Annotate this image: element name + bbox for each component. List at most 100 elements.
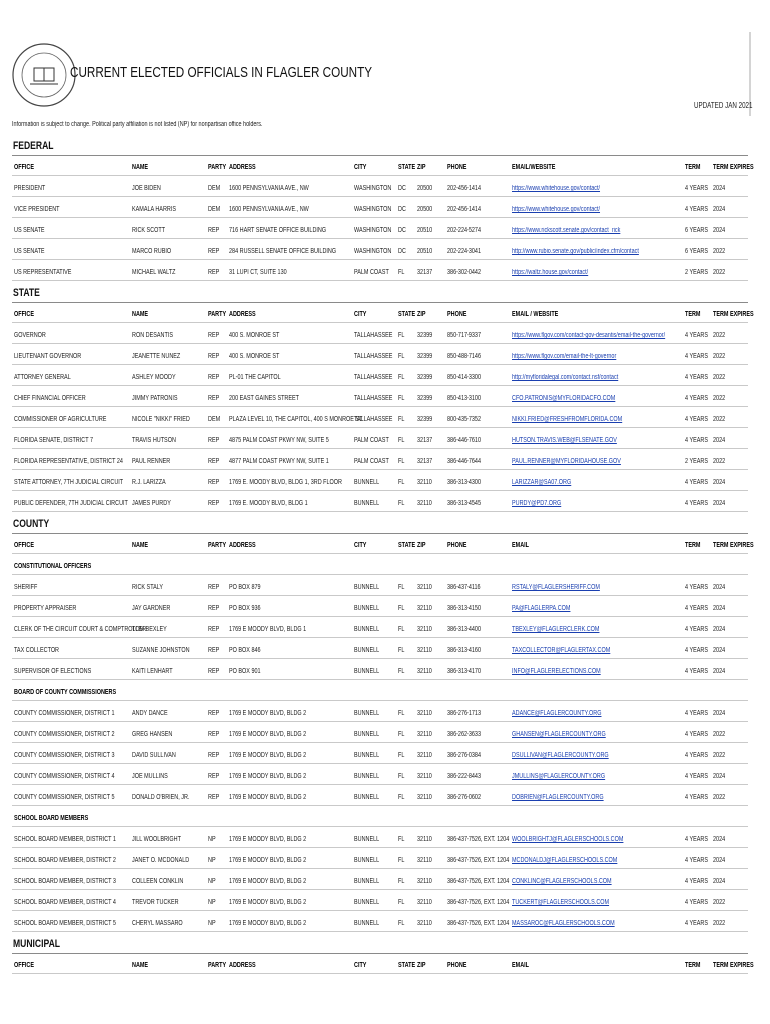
column-header: ZIP (417, 164, 426, 171)
table-cell: DC (398, 206, 406, 213)
table-cell: FL (398, 332, 405, 339)
contact-link[interactable]: LARIZZAR@SA07.ORG (512, 479, 572, 486)
table-cell: FL (398, 920, 405, 927)
row-divider (12, 553, 748, 554)
contact-link[interactable]: http://myfloridalegal.com/contact.nsf/co… (512, 374, 619, 381)
table-cell: 4 YEARS (685, 857, 708, 864)
table-cell: DEM (208, 416, 221, 423)
table-cell: COUNTY COMMISSIONER, DISTRICT 4 (14, 773, 115, 780)
table-cell: WASHINGTON (354, 248, 392, 255)
contact-link[interactable]: https://www.flgov.com/contact-gov-desant… (512, 332, 666, 339)
table-cell: R.J. LARIZZA (132, 479, 166, 486)
contact-link[interactable]: HUTSON.TRAVIS.WEB@FLSENATE.GOV (512, 437, 617, 444)
row-divider (12, 175, 748, 176)
table-cell: FL (398, 626, 405, 633)
table-cell: COUNTY COMMISSIONER, DISTRICT 2 (14, 731, 115, 738)
table-cell: SUPERVISOR OF ELECTIONS (14, 668, 92, 675)
contact-link[interactable]: DOBRIEN@FLAGLERCOUNTY.ORG (512, 794, 604, 801)
contact-link[interactable]: https://www.flgov.com/email-the-lt-gover… (512, 353, 617, 360)
table-cell: 2022 (713, 920, 726, 927)
table-cell: BUNNELL (354, 731, 380, 738)
table-cell: 386-313-4545 (447, 500, 482, 507)
contact-link[interactable]: PAUL.RENNER@MYFLORIDAHOUSE.GOV (512, 458, 621, 465)
table-cell: JIMMY PATRONIS (132, 395, 178, 402)
table-cell: 1769 E MOODY BLVD, BLDG 2 (229, 710, 307, 717)
table-cell: 1769 E MOODY BLVD, BLDG 2 (229, 773, 307, 780)
table-cell: PO BOX 846 (229, 647, 261, 654)
table-cell: DC (398, 248, 406, 255)
table-cell: BUNNELL (354, 899, 380, 906)
table-cell: 1769 E MOODY BLVD, BLDG 2 (229, 836, 307, 843)
contact-link[interactable]: PURDY@PD7.ORG (512, 500, 562, 507)
table-cell: FL (398, 668, 405, 675)
table-cell: 32110 (417, 773, 432, 780)
table-cell: 2024 (713, 710, 726, 717)
row-divider (12, 533, 748, 534)
row-divider (12, 259, 748, 260)
table-cell: FL (398, 752, 405, 759)
contact-link[interactable]: https://waltz.house.gov/contact/ (512, 269, 589, 276)
contact-link[interactable]: DSULLIVAN@FLAGLERCOUNTY.ORG (512, 752, 609, 759)
table-cell: PALM COAST (354, 437, 389, 444)
contact-link[interactable]: NIKKI.FRIED@FRESHFROMFLORIDA.COM (512, 416, 623, 423)
table-cell: 202-456-1414 (447, 206, 482, 213)
contact-link[interactable]: https://www.whitehouse.gov/contact/ (512, 206, 601, 213)
table-cell: PALM COAST (354, 269, 389, 276)
table-cell: 2 YEARS (685, 269, 708, 276)
column-header: STATE (398, 962, 416, 969)
table-cell: REP (208, 500, 220, 507)
table-cell: MARCO RUBIO (132, 248, 172, 255)
table-cell: 386-313-4150 (447, 605, 482, 612)
column-header: TERM (685, 542, 701, 549)
contact-link[interactable]: TBEXLEY@FLAGLERCLERK.COM (512, 626, 600, 633)
table-cell: SHERIFF (14, 584, 38, 591)
contact-link[interactable]: JMULLINS@FLAGLERCOUNTY.ORG (512, 773, 606, 780)
table-cell: 4 YEARS (685, 206, 708, 213)
table-cell: 6 YEARS (685, 248, 708, 255)
table-cell: FL (398, 269, 405, 276)
row-divider (12, 742, 748, 743)
table-cell: BUNNELL (354, 752, 380, 759)
contact-link[interactable]: MASSAROC@FLAGLERSCHOOLS.COM (512, 920, 615, 927)
table-cell: FL (398, 584, 405, 591)
contact-link[interactable]: https://www.rickscott.senate.gov/contact… (512, 227, 621, 234)
row-divider (12, 280, 748, 281)
contact-link[interactable]: CONKLINC@FLAGLERSCHOOLS.COM (512, 878, 612, 885)
row-divider (12, 784, 748, 785)
column-header: OFFICE (14, 311, 35, 318)
row-divider (12, 511, 748, 512)
contact-link[interactable]: TUCKERT@FLAGLERSCHOOLS.COM (512, 899, 610, 906)
column-header: PHONE (447, 962, 467, 969)
table-cell: TAX COLLECTOR (14, 647, 60, 654)
contact-link[interactable]: PA@FLAGLERPA.COM (512, 605, 571, 612)
contact-link[interactable]: GHANSEN@FLAGLERCOUNTY.ORG (512, 731, 606, 738)
contact-link[interactable]: http://www.rubio.senate.gov/public/index… (512, 248, 639, 255)
column-header: PHONE (447, 164, 467, 171)
column-header: TERM (685, 164, 701, 171)
contact-link[interactable]: ADANCE@FLAGLERCOUNTY.ORG (512, 710, 602, 717)
table-cell: PRESIDENT (14, 185, 46, 192)
table-cell: 1769 E MOODY BLVD, BLDG 2 (229, 794, 307, 801)
table-cell: 32399 (417, 416, 433, 423)
group-title: CONSTITUTIONAL OFFICERS (14, 563, 92, 570)
table-cell: 386-313-4400 (447, 626, 482, 633)
table-cell: TALLAHASSEE (354, 332, 393, 339)
table-cell: FL (398, 374, 405, 381)
contact-link[interactable]: INFO@FLAGLERELECTIONS.COM (512, 668, 601, 675)
row-divider (12, 973, 748, 974)
group-title: BOARD OF COUNTY COMMISSIONERS (14, 689, 117, 696)
contact-link[interactable]: https://www.whitehouse.gov/contact/ (512, 185, 601, 192)
table-cell: REP (208, 773, 220, 780)
column-header: ZIP (417, 962, 426, 969)
row-divider (12, 302, 748, 303)
table-cell: 1600 PENNSYLVANIA AVE., NW (229, 185, 309, 192)
row-divider (12, 196, 748, 197)
contact-link[interactable]: RSTALY@FLAGLERSHERIFF.COM (512, 584, 600, 591)
table-cell: 32399 (417, 353, 433, 360)
table-cell: 32137 (417, 269, 433, 276)
contact-link[interactable]: MCDONALDJ@FLAGLERSCHOOLS.COM (512, 857, 618, 864)
contact-link[interactable]: TAXCOLLECTOR@FLAGLERTAX.COM (512, 647, 611, 654)
county-seal (12, 43, 76, 107)
contact-link[interactable]: CFO.PATRONIS@MYFLORIDACFO.COM (512, 395, 616, 402)
contact-link[interactable]: WOOLBRIGHTJ@FLAGLERSCHOOLS.COM (512, 836, 624, 843)
